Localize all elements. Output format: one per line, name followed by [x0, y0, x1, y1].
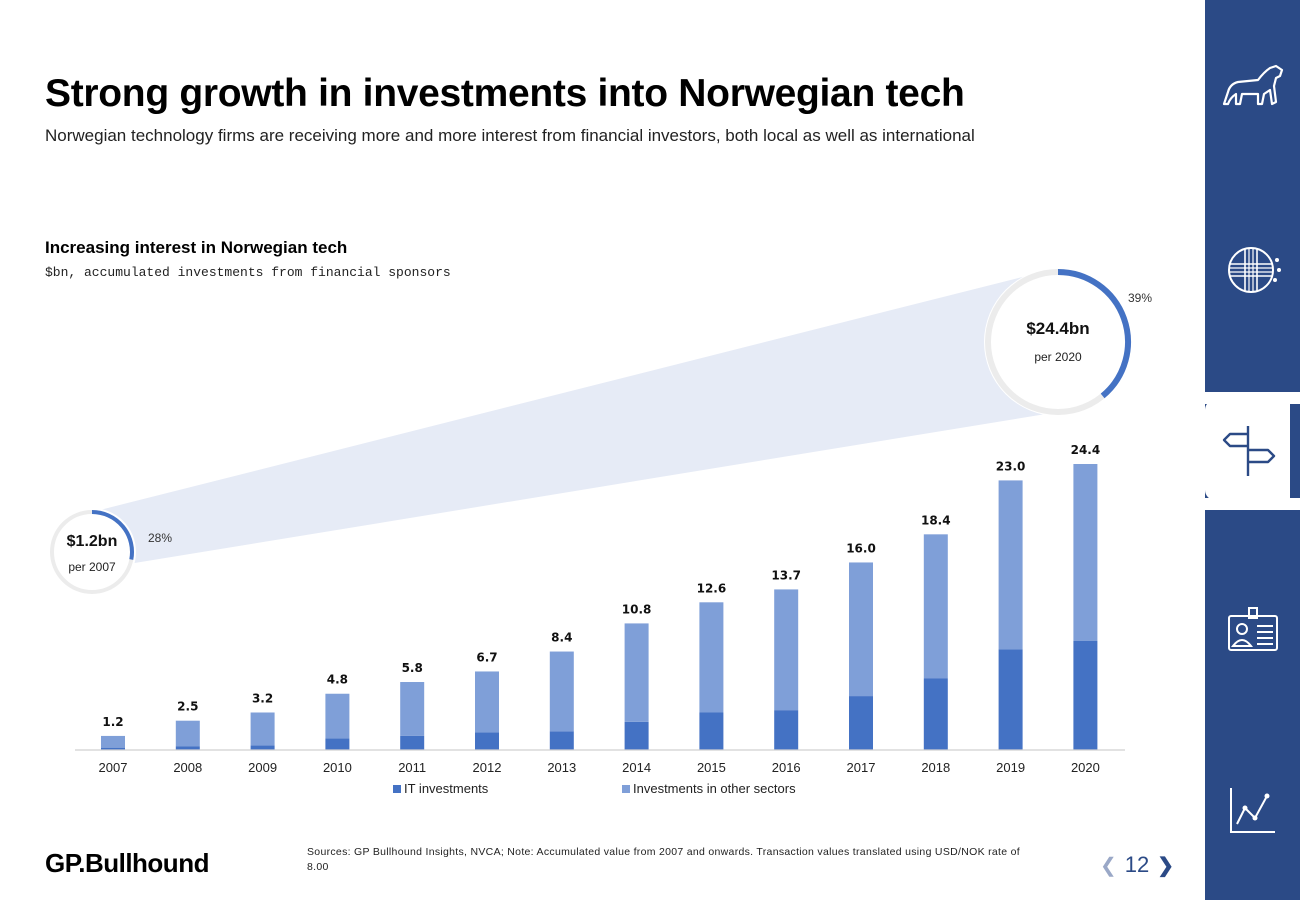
bar-it-2020	[1073, 640, 1098, 750]
callout-period-2020: per 2020	[1034, 350, 1082, 364]
x-tick-2010: 2010	[323, 760, 352, 775]
id-card-icon	[1227, 607, 1278, 651]
x-tick-2017: 2017	[847, 760, 876, 775]
page-subtitle: Norwegian technology firms are receiving…	[45, 126, 975, 145]
bulldog-icon	[1222, 64, 1283, 106]
value-label-2017: 16.0	[846, 541, 876, 555]
callouts: $1.2bn per 2007 28% $24.4bn per 2020 39%	[48, 268, 1152, 596]
x-tick-2014: 2014	[622, 760, 651, 775]
bar-other-2008	[175, 720, 200, 747]
bar-other-2020	[1073, 464, 1098, 641]
bar-it-2017	[849, 696, 873, 750]
x-tick-2008: 2008	[173, 760, 202, 775]
callout-value-2007: $1.2bn	[67, 533, 118, 550]
next-page-icon[interactable]: ❯	[1157, 854, 1175, 877]
callout-arc-2007	[91, 510, 134, 560]
x-tick-2020: 2020	[1071, 760, 1100, 775]
x-tick-2012: 2012	[473, 760, 502, 775]
value-label-2012: 6.7	[476, 650, 497, 664]
legend-swatch-other	[622, 784, 630, 793]
x-tick-2011: 2011	[398, 760, 426, 775]
bar-it-2013	[549, 731, 574, 750]
bar-it-2009	[250, 745, 275, 750]
investment-chart: 1.2 2.5 3.2 4.8 5.8 6.7 8.4 10.8 12.6 13.7 16.0 18.…	[48, 268, 1152, 775]
value-label-2018: 18.4	[921, 513, 951, 527]
value-labels: 1.2 2.5 3.2 4.8 5.8 6.7 8.4 10.8 12.6 13.7 16.0 18.…	[102, 443, 1100, 729]
x-tick-2016: 2016	[772, 760, 801, 775]
legend-item-other: Investments in other sectors	[622, 781, 796, 796]
sidebar-tab-chart[interactable]	[1205, 760, 1300, 860]
legend-swatch-it	[393, 784, 401, 793]
legend-label-it: IT investments	[404, 781, 489, 796]
bar-other-2010	[325, 693, 350, 739]
bar-it-2015	[699, 712, 724, 750]
value-label-2020: 24.4	[1071, 443, 1101, 457]
bars	[101, 464, 1098, 750]
bar-other-2014	[624, 623, 649, 722]
bar-other-2019	[998, 480, 1023, 650]
norway-circuit-icon	[1227, 247, 1281, 293]
bar-other-2011	[400, 682, 425, 736]
sources-note: Sources: GP Bullhound Insights, NVCA; No…	[307, 846, 1020, 873]
bar-other-2016	[774, 589, 799, 711]
bar-it-2012	[475, 732, 499, 750]
sidebar-tab-norway[interactable]	[1205, 220, 1300, 320]
line-chart-icon	[1229, 788, 1275, 833]
value-label-2011: 5.8	[402, 661, 423, 675]
value-label-2009: 3.2	[252, 691, 273, 705]
x-tick-2018: 2018	[921, 760, 950, 775]
x-tick-2007: 2007	[99, 760, 128, 775]
bar-other-2017	[849, 562, 873, 697]
page-number: 12	[1124, 852, 1150, 877]
x-tick-2019: 2019	[996, 760, 1025, 775]
chart-subtitle: $bn, accumulated investments from financ…	[45, 265, 451, 280]
bar-it-2007	[101, 747, 125, 750]
bar-it-2011	[400, 735, 425, 750]
x-tick-2013: 2013	[547, 760, 576, 775]
value-label-2015: 12.6	[697, 581, 727, 595]
bar-it-2018	[923, 678, 948, 750]
x-axis: 2007 2008 2009 2010 2011 2012 2013 2014 2015 2016…	[75, 749, 1125, 775]
signpost-icon	[1222, 426, 1275, 476]
value-label-2007: 1.2	[102, 715, 123, 729]
sidebar-tab-signpost[interactable]	[1205, 400, 1290, 500]
callout-share-2007: 28%	[148, 531, 172, 545]
bar-other-2013	[549, 651, 574, 732]
value-label-2016: 13.7	[771, 568, 801, 582]
bar-other-2009	[250, 712, 275, 746]
value-label-2008: 2.5	[177, 700, 198, 714]
chart-title: Increasing interest in Norwegian tech	[45, 238, 348, 257]
sidebar-tab-bulldog[interactable]	[1205, 38, 1300, 138]
gp-bullhound-logo: GP.Bullhound	[45, 848, 209, 878]
bar-it-2010	[325, 738, 350, 750]
value-label-2019: 23.0	[996, 459, 1026, 473]
callout-arc-2020	[1057, 269, 1131, 399]
callout-share-2020: 39%	[1128, 291, 1152, 305]
bar-other-2007	[101, 735, 125, 748]
bar-it-2014	[624, 721, 649, 750]
pager: ❮ 12 ❯	[1100, 852, 1174, 878]
page-title: Strong growth in investments into Norweg…	[45, 72, 965, 115]
x-tick-2015: 2015	[697, 760, 726, 775]
callout-period-2007: per 2007	[68, 560, 116, 574]
callout-value-2020: $24.4bn	[1026, 319, 1089, 338]
bar-other-2018	[923, 534, 948, 679]
bar-other-2015	[699, 602, 724, 713]
prev-page-icon[interactable]: ❮	[1100, 854, 1117, 877]
sidebar-gap-bottom	[1205, 498, 1300, 510]
legend-item-it: IT investments	[393, 781, 488, 796]
bar-it-2016	[774, 710, 799, 750]
value-label-2014: 10.8	[622, 602, 652, 616]
bar-other-2012	[475, 671, 499, 733]
zoom-funnel-shape	[92, 268, 1058, 570]
sidebar-tab-idcard[interactable]	[1205, 582, 1300, 682]
x-tick-2009: 2009	[248, 760, 277, 775]
bar-it-2019	[998, 649, 1023, 750]
bar-it-2008	[175, 746, 200, 750]
legend-label-other: Investments in other sectors	[633, 781, 796, 796]
value-label-2010: 4.8	[327, 673, 348, 687]
zoom-funnel	[92, 268, 1058, 570]
value-label-2013: 8.4	[551, 631, 572, 645]
